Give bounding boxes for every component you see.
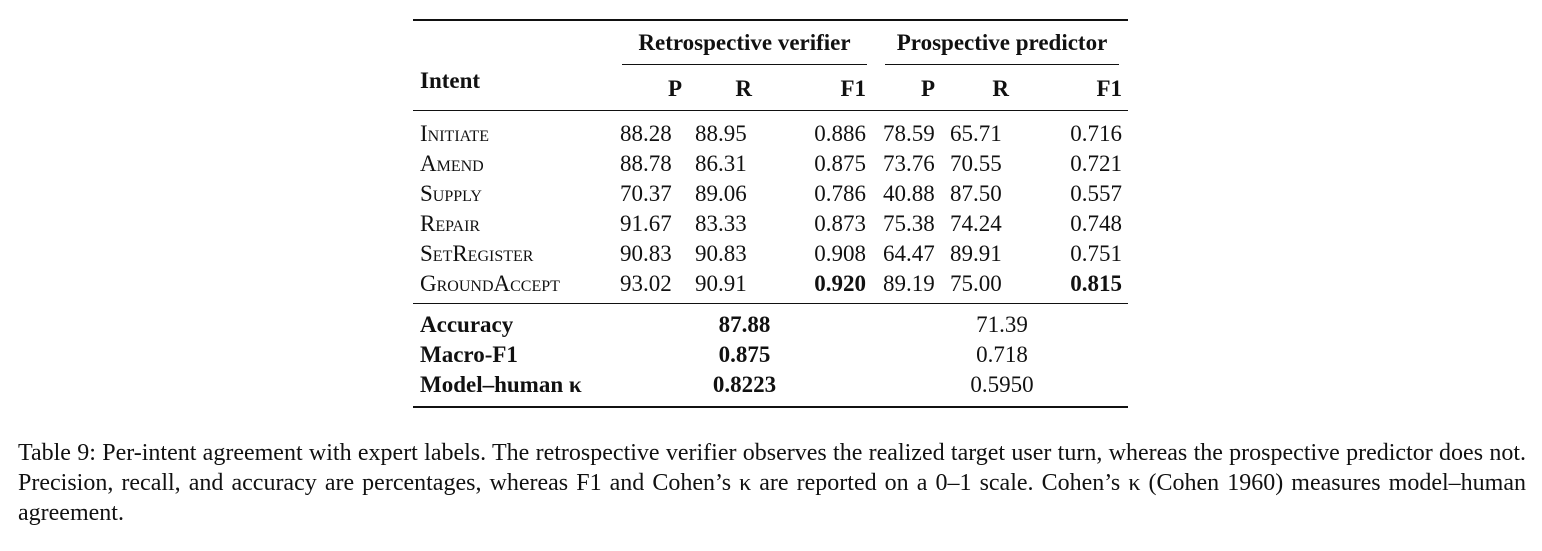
column-header: R [992, 75, 1010, 101]
cell: 0.8223 [712, 372, 777, 397]
intent-name: Initiate [420, 121, 489, 146]
column-header: F1 [1096, 75, 1123, 101]
intent-name: GroundAccept [420, 271, 560, 296]
cell: 70.55 [950, 151, 1002, 176]
results-table: Intent Retrospective verifier Prospectiv… [413, 19, 1129, 408]
table-row: Repair 91.67 83.33 0.873 75.38 74.24 0.748 [413, 209, 1128, 239]
cell: 90.83 [695, 241, 747, 266]
cell: 88.78 [620, 151, 672, 176]
cell: 0.920 [814, 271, 867, 296]
table-body: Initiate 88.28 88.95 0.886 78.59 65.71 0.716 Am… [413, 111, 1128, 304]
cell: 0.721 [1070, 151, 1123, 176]
cell: 88.28 [620, 121, 672, 146]
cell: 90.83 [620, 241, 672, 266]
cell: 70.37 [620, 181, 672, 206]
cell: 89.19 [883, 271, 935, 296]
intent-header: Intent [420, 67, 481, 93]
cell: 0.716 [1070, 121, 1123, 146]
intent-name: Repair [420, 211, 481, 236]
table-row: Supply 70.37 89.06 0.786 40.88 87.50 0.557 [413, 179, 1128, 209]
cell: 0.751 [1070, 241, 1123, 266]
table-row: Initiate 88.28 88.95 0.886 78.59 65.71 0.716 [413, 111, 1128, 150]
group-header: Prospective predictor [876, 20, 1128, 67]
cell: 0.718 [976, 342, 1028, 367]
intent-name: SetRegister [420, 241, 534, 266]
intent-name: Amend [420, 151, 484, 176]
cell: 0.886 [814, 121, 867, 146]
cell: 71.39 [976, 312, 1028, 337]
summary-label: Accuracy [420, 312, 514, 337]
table-summary: Accuracy 87.88 71.39 Macro-F1 0.875 0.718 Mode… [413, 303, 1129, 408]
cell: 0.786 [814, 181, 867, 206]
group-header: Retrospective verifier [613, 20, 876, 67]
column-header: P [920, 75, 936, 101]
cell: 75.38 [883, 211, 935, 236]
cell: 0.748 [1070, 211, 1123, 236]
summary-row: Model–human κ 0.8223 0.5950 [413, 370, 1128, 407]
cell: 73.76 [883, 151, 935, 176]
cell: 0.815 [1070, 271, 1123, 296]
cell: 0.875 [718, 342, 771, 367]
cell: 0.875 [814, 151, 867, 176]
table-row: Amend 88.78 86.31 0.875 73.76 70.55 0.721 [413, 149, 1128, 179]
table-row: GroundAccept 93.02 90.91 0.920 89.19 75.00 0.8… [413, 269, 1128, 304]
summary-label: Macro-F1 [420, 342, 518, 367]
cell: 89.91 [950, 241, 1002, 266]
column-header: R [735, 75, 752, 101]
column-header: F1 [840, 75, 867, 101]
column-header: P [667, 75, 682, 101]
cell: 78.59 [883, 121, 935, 146]
cell: 0.5950 [970, 372, 1034, 397]
cell: 0.873 [814, 211, 867, 236]
cell: 88.95 [695, 121, 747, 146]
intent-name: Supply [420, 181, 482, 206]
cell: 87.50 [950, 181, 1002, 206]
cell: 86.31 [695, 151, 747, 176]
cell: 83.33 [695, 211, 747, 236]
cell: 91.67 [620, 211, 672, 236]
cell: 93.02 [620, 271, 672, 296]
cell: 87.88 [718, 312, 771, 337]
cell: 0.557 [1070, 181, 1123, 206]
group-header-text: Retrospective verifier [622, 24, 868, 65]
cell: 74.24 [950, 211, 1002, 236]
cell: 90.91 [695, 271, 747, 296]
cell: 0.908 [814, 241, 867, 266]
summary-row: Accuracy 87.88 71.39 [413, 304, 1128, 341]
cell: 75.00 [950, 271, 1002, 296]
cell: 64.47 [883, 241, 935, 266]
group-header-text: Prospective predictor [885, 24, 1120, 65]
table-row: SetRegister 90.83 90.83 0.908 64.47 89.91 0.75… [413, 239, 1128, 269]
cell: 89.06 [695, 181, 747, 206]
cell: 65.71 [950, 121, 1002, 146]
summary-row: Macro-F1 0.875 0.718 [413, 340, 1128, 370]
cell: 40.88 [883, 181, 935, 206]
summary-label: Model–human κ [420, 372, 582, 397]
caption: Table 9: Per-intent agreement with exper… [18, 440, 1526, 526]
